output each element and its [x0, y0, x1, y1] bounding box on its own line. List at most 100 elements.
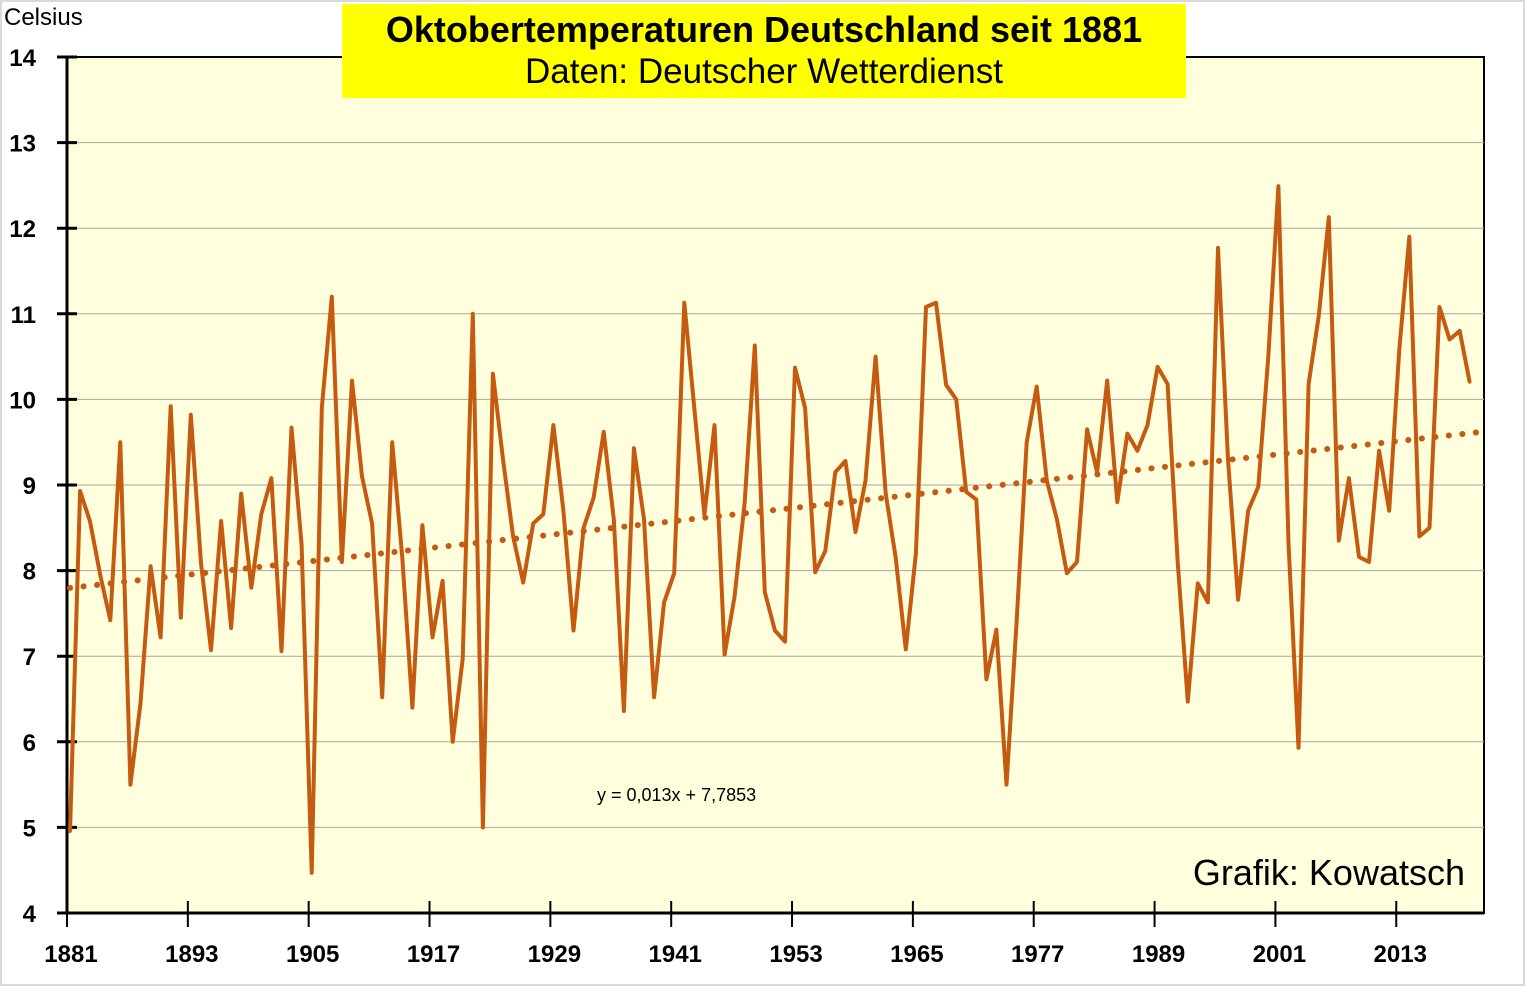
x-tick-label: 1977 — [1011, 941, 1064, 968]
data-point — [108, 618, 112, 622]
data-point — [511, 534, 515, 538]
data-point — [451, 740, 455, 744]
x-tick-label: 1929 — [528, 941, 581, 968]
data-point — [1417, 534, 1421, 538]
data-point — [78, 489, 82, 493]
data-point — [521, 581, 525, 585]
data-point — [1055, 517, 1059, 521]
data-point — [1156, 365, 1160, 369]
y-tick-label: 12 — [9, 216, 36, 243]
data-point — [1286, 541, 1290, 545]
x-tick-label: 1881 — [44, 941, 97, 968]
data-point — [672, 571, 676, 575]
data-point — [320, 406, 324, 410]
data-point — [118, 440, 122, 444]
x-tick-label: 1965 — [890, 941, 943, 968]
data-point — [733, 594, 737, 598]
data-point — [753, 343, 757, 347]
credit-label: Grafik: Kowatsch — [1192, 852, 1465, 893]
data-point — [179, 616, 183, 620]
data-point — [471, 312, 475, 316]
data-point — [572, 629, 575, 633]
y-tick-label: 13 — [9, 131, 36, 158]
y-tick-label: 14 — [9, 45, 36, 72]
data-point — [501, 457, 505, 461]
data-point — [1438, 305, 1442, 309]
x-tick-label: 1941 — [649, 941, 702, 968]
y-tick-label: 11 — [11, 302, 36, 329]
data-point — [843, 459, 847, 463]
data-point — [300, 543, 304, 547]
trendline-equation: y = 0,013x + 7,7853 — [597, 785, 757, 805]
data-point — [874, 355, 878, 359]
data-point — [1226, 457, 1230, 461]
data-point — [954, 397, 958, 401]
data-point — [1246, 509, 1250, 513]
data-point — [592, 496, 596, 500]
chart-subtitle: Daten: Deutscher Wetterdienst — [525, 52, 1003, 91]
data-point — [1337, 539, 1341, 543]
data-point — [974, 498, 978, 502]
data-point — [209, 648, 213, 652]
data-point — [1115, 500, 1119, 504]
data-point — [199, 560, 203, 564]
y-tick-label: 5 — [23, 815, 36, 842]
data-point — [833, 470, 837, 474]
data-point — [340, 560, 344, 564]
data-point — [793, 366, 797, 370]
data-point — [894, 556, 898, 560]
y-tick-label: 7 — [23, 644, 36, 671]
data-point — [1135, 449, 1139, 453]
y-axis-label: Celsius — [4, 4, 83, 31]
data-point — [310, 871, 314, 875]
data-point — [1176, 560, 1180, 564]
data-point — [622, 709, 626, 713]
data-point — [884, 492, 888, 496]
data-point — [682, 301, 686, 305]
y-tick-label: 10 — [9, 387, 36, 414]
data-point — [491, 372, 495, 376]
data-point — [984, 677, 988, 681]
data-point — [269, 476, 273, 480]
data-point — [612, 517, 616, 521]
data-point — [219, 519, 223, 523]
data-point — [1266, 355, 1270, 359]
data-point — [1025, 440, 1029, 444]
data-point — [1367, 560, 1371, 564]
y-tick-label: 9 — [23, 473, 36, 500]
data-point — [1095, 470, 1099, 474]
data-point — [924, 305, 928, 309]
data-point — [783, 640, 787, 644]
data-point — [1448, 337, 1452, 341]
data-point — [1045, 479, 1049, 483]
data-point — [944, 383, 948, 387]
data-point — [1005, 783, 1009, 787]
data-point — [662, 600, 666, 604]
data-point — [1216, 246, 1220, 250]
data-point — [1377, 449, 1381, 453]
data-point — [582, 526, 586, 530]
data-point — [461, 657, 465, 661]
data-point — [1468, 380, 1472, 384]
data-point — [652, 695, 656, 699]
x-tick-label: 1905 — [286, 941, 339, 968]
data-point — [541, 512, 545, 516]
data-point — [189, 413, 193, 417]
data-point — [441, 579, 445, 583]
data-point — [420, 523, 424, 527]
data-point — [88, 520, 92, 524]
data-point — [370, 522, 374, 526]
data-point — [1075, 560, 1079, 564]
data-point — [1206, 600, 1210, 604]
data-point — [410, 706, 414, 710]
data-point — [712, 423, 716, 427]
data-point — [1236, 598, 1240, 602]
data-point — [390, 440, 394, 444]
data-point — [1105, 379, 1109, 383]
data-point — [1085, 427, 1089, 431]
data-point — [1196, 581, 1200, 585]
data-point — [823, 549, 827, 553]
data-point — [692, 406, 696, 410]
data-point — [853, 530, 857, 534]
